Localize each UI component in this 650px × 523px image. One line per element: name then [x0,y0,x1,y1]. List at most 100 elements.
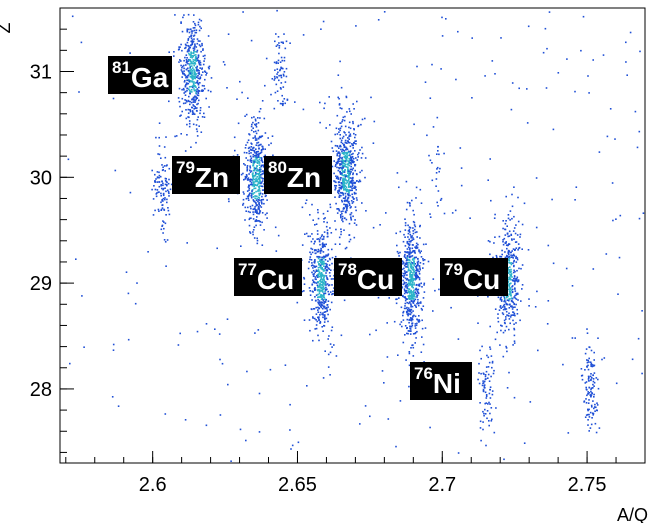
data-point [349,213,352,216]
data-point [180,21,182,23]
data-point [419,252,421,254]
data-point [318,255,320,258]
data-point [587,408,589,411]
data-point [343,179,345,182]
data-point [311,248,314,251]
data-point [407,266,409,268]
data-point [412,230,414,232]
data-point [314,287,316,289]
data-point [329,308,331,311]
data-point [337,190,339,192]
data-point [251,123,253,126]
background-point [571,285,574,287]
data-point [326,255,328,257]
data-point [275,83,278,86]
data-point [415,267,418,270]
data-point [254,211,256,213]
data-point [418,320,421,322]
data-point [338,103,341,105]
background-point [284,364,287,366]
data-point [404,262,407,265]
data-point [510,263,513,266]
data-point [318,284,321,286]
data-point [412,209,414,212]
data-point [155,195,158,198]
background-point [574,337,576,339]
data-point [590,390,592,393]
data-point [257,144,260,147]
data-point [319,243,321,246]
data-point [340,86,343,89]
data-point [351,178,354,180]
data-point [316,251,319,253]
data-point [349,110,351,113]
background-point [78,91,80,93]
background-point [80,41,83,44]
data-point [419,237,421,239]
data-point [281,94,283,97]
data-point [192,47,195,50]
data-point [341,174,343,176]
data-point [255,144,258,146]
data-point [346,163,349,166]
data-point [334,133,336,136]
data-point [490,355,493,357]
data-point [482,372,485,375]
background-point [333,160,335,162]
data-point [502,308,505,311]
data-point [251,116,253,119]
data-point [190,73,192,76]
data-point [514,294,516,297]
data-point [193,49,195,52]
data-point [408,253,410,256]
data-point [248,184,250,187]
background-point [529,401,532,403]
data-point [281,103,283,105]
data-point [411,318,414,321]
data-point [317,275,320,278]
data-point [415,277,417,280]
data-point [181,30,184,33]
background-point [551,198,553,201]
background-point [459,147,462,149]
data-point [282,102,284,105]
data-point [262,189,265,191]
data-point [163,146,166,148]
data-point [423,284,425,286]
data-point [483,380,486,383]
data-point [412,346,415,349]
data-point [186,61,188,64]
background-point [606,135,609,138]
data-point [416,247,419,249]
data-point [246,190,249,192]
data-point [355,197,358,199]
data-point [320,272,323,274]
data-point [247,206,249,209]
data-point [515,298,518,300]
data-point [334,144,337,147]
data-point [408,309,411,312]
data-point [587,359,589,362]
data-point [195,50,197,53]
data-point [258,162,261,164]
data-point [517,279,520,281]
data-point [329,227,331,229]
background-point [547,300,550,302]
data-point [256,183,259,186]
isotope-label-box [172,156,240,194]
isotope-label-box [264,156,332,194]
data-point [252,229,255,231]
data-point [413,228,416,231]
data-point [203,112,205,115]
data-point [184,85,187,87]
data-point [480,372,482,375]
background-point [261,100,264,102]
data-point [191,56,193,59]
data-point [198,99,200,102]
background-point [168,100,170,103]
data-point [339,145,341,148]
data-point [334,187,337,190]
data-point [163,165,166,167]
data-point [409,273,411,275]
data-point [402,310,405,313]
